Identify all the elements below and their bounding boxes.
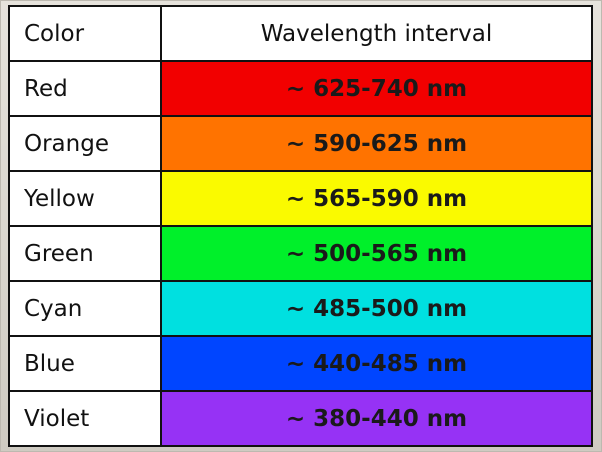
- color-row: Yellow ~ 565-590 nm: [8, 170, 593, 227]
- color-name: Cyan: [8, 280, 162, 337]
- color-name: Yellow: [8, 170, 162, 227]
- wavelength-cell: ~ 565-590 nm: [160, 170, 593, 227]
- wavelength-cell: ~ 625-740 nm: [160, 60, 593, 117]
- color-row: Red ~ 625-740 nm: [8, 60, 593, 117]
- color-row: Blue ~ 440-485 nm: [8, 335, 593, 392]
- header-cell: Color: [8, 5, 162, 62]
- wavelength-table: Color Wavelength interval Red ~ 625-740 n…: [8, 5, 593, 447]
- color-name: Red: [8, 60, 162, 117]
- wavelength-cell: ~ 500-565 nm: [160, 225, 593, 282]
- wavelength-cell: ~ 440-485 nm: [160, 335, 593, 392]
- header-cell: Wavelength interval: [160, 5, 593, 62]
- color-row: Cyan ~ 485-500 nm: [8, 280, 593, 337]
- color-name: Violet: [8, 390, 162, 447]
- color-row: Violet ~ 380-440 nm: [8, 390, 593, 447]
- wavelength-cell: ~ 485-500 nm: [160, 280, 593, 337]
- color-name: Orange: [8, 115, 162, 172]
- wavelength-cell: ~ 380-440 nm: [160, 390, 593, 447]
- header-row: Color Wavelength interval: [8, 5, 593, 62]
- color-name: Green: [8, 225, 162, 282]
- wavelength-cell: ~ 590-625 nm: [160, 115, 593, 172]
- color-row: Orange ~ 590-625 nm: [8, 115, 593, 172]
- color-row: Green ~ 500-565 nm: [8, 225, 593, 282]
- color-name: Blue: [8, 335, 162, 392]
